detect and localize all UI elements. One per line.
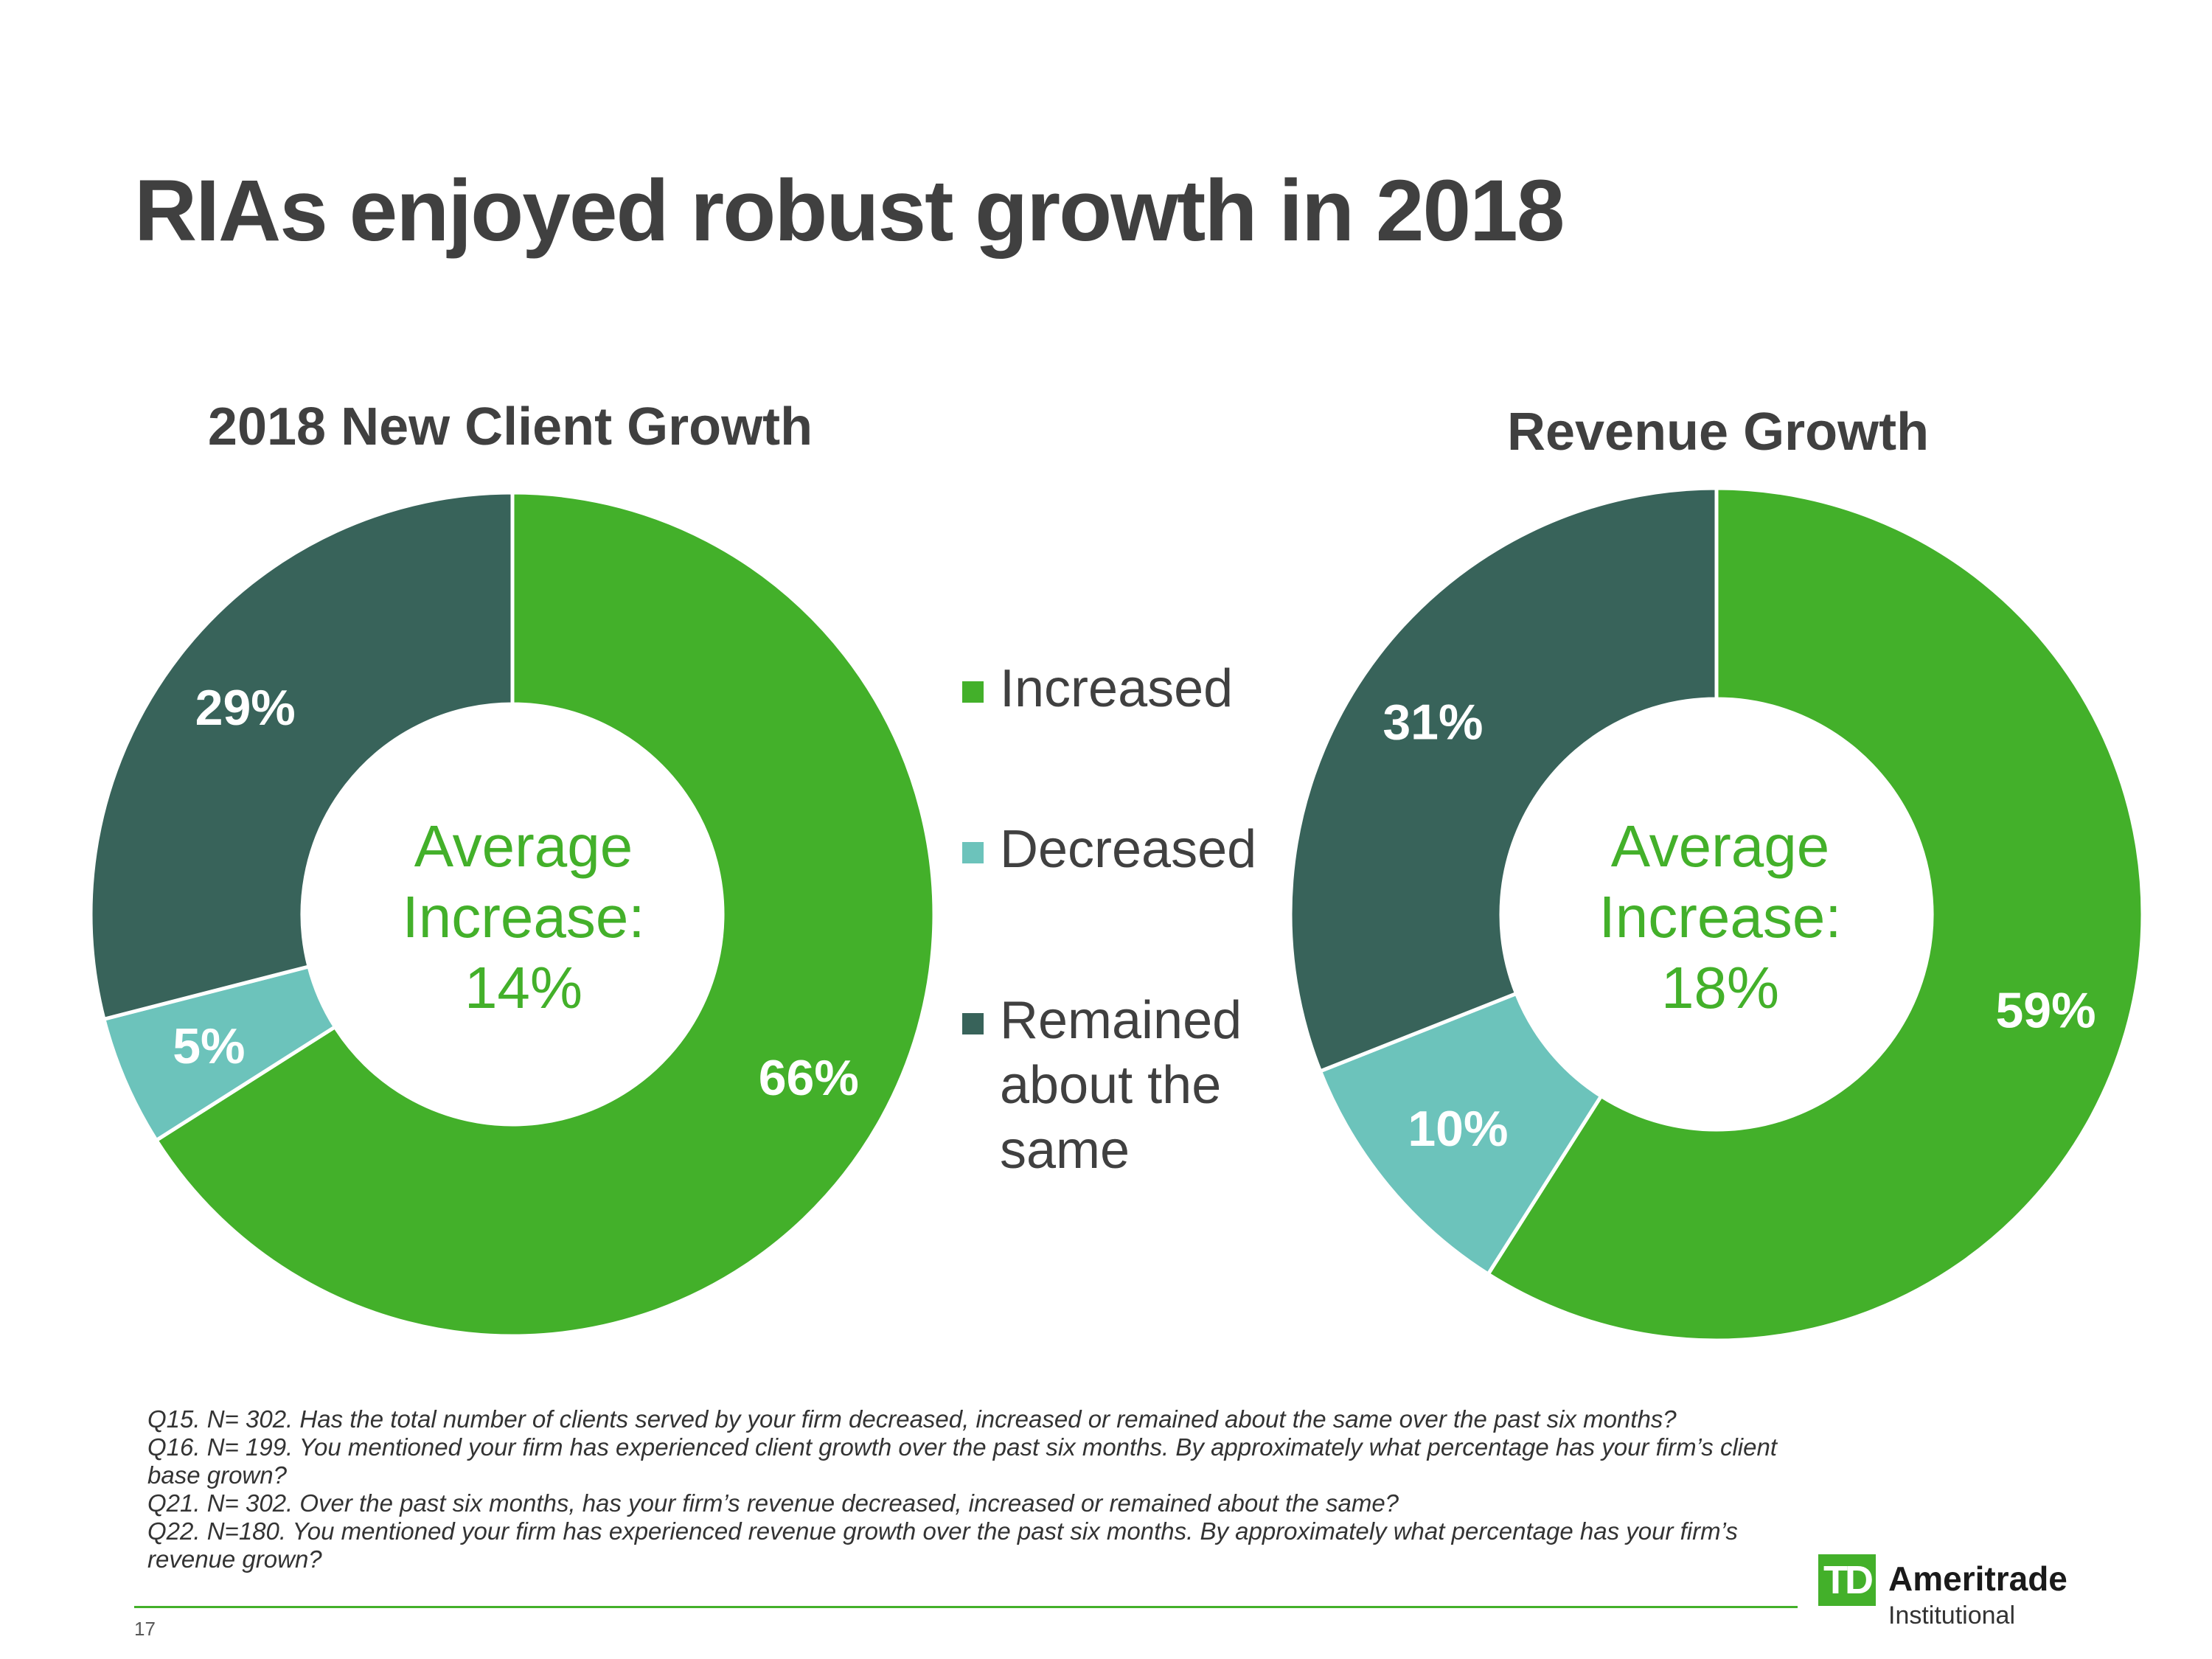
footnote-q22: Q22. N=180. You mentioned your firm has …: [147, 1517, 1745, 1573]
legend-swatch-increased: [962, 681, 984, 703]
center-label-line: Increase:: [402, 884, 645, 950]
slice-label-decreased: 5%: [173, 1018, 245, 1074]
legend-item-decreased: Decreased: [962, 817, 1280, 882]
legend-label: Increased: [1000, 659, 1234, 718]
logo-name: Ameritrade: [1888, 1559, 2067, 1598]
donut-slice-remained: [1288, 486, 1719, 1074]
legend-item-increased: Increased: [962, 656, 1280, 721]
slice-label-remained: 29%: [195, 680, 296, 736]
center-label-line: Average: [414, 813, 633, 879]
footnotes: Q15. N= 302. Has the total number of cli…: [147, 1405, 1829, 1573]
logo-subtitle: Institutional: [1888, 1601, 2015, 1630]
donut-slice-increased: [153, 490, 936, 1338]
slide-title: RIAs enjoyed robust growth in 2018: [134, 162, 1565, 260]
td-ameritrade-logo: TD Ameritrade Institutional: [1818, 1554, 2084, 1630]
page-number: 17: [134, 1618, 156, 1640]
slice-label-increased: 66%: [759, 1050, 859, 1106]
chart-title-revenue-growth: Revenue Growth: [1506, 403, 1930, 462]
slice-label-remained: 31%: [1382, 695, 1483, 751]
slice-label-decreased: 10%: [1408, 1101, 1508, 1157]
chart-title-client-growth: 2018 New Client Growth: [207, 397, 813, 456]
donut-charts: 66% 5% 29% 59% 10% 31%: [88, 486, 2145, 1343]
legend-item-remained: Remained about the same: [962, 988, 1280, 1183]
donut-slice-remained: [88, 490, 515, 1022]
donut-slice-decreased: [1318, 991, 1604, 1277]
center-label-client-growth: Average Increase: 14%: [369, 811, 678, 1023]
footnote-q16: Q16. N= 199. You mentioned your firm has…: [147, 1433, 1784, 1489]
legend-label: Remained about the same: [1000, 991, 1242, 1180]
slice-label-increased: 59%: [1995, 983, 2096, 1039]
td-logo-mark: TD: [1818, 1554, 1876, 1606]
legend-label: Decreased: [1000, 820, 1257, 879]
footnote-q21: Q21. N= 302. Over the past six months, h…: [147, 1489, 1399, 1517]
center-label-line: Average: [1610, 813, 1830, 879]
legend-swatch-decreased: [962, 842, 984, 863]
center-label-revenue-growth: Average Increase: 18%: [1565, 811, 1875, 1023]
footer-rule: [134, 1606, 1798, 1608]
center-label-line: Increase:: [1599, 884, 1842, 950]
center-label-value: 18%: [1660, 955, 1780, 1020]
donut-slice-increased: [1485, 486, 2145, 1343]
center-label-value: 14%: [464, 955, 583, 1020]
legend-swatch-remained: [962, 1013, 984, 1034]
footnote-q15: Q15. N= 302. Has the total number of cli…: [147, 1405, 1677, 1433]
